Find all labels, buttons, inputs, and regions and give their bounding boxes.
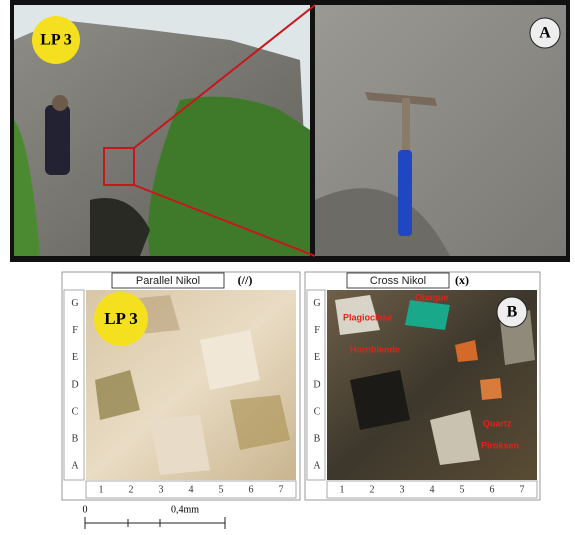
row-label: C [72, 406, 79, 417]
row-label: E [72, 352, 78, 363]
zoom-line [133, 184, 316, 257]
mineral-label: Hornblende [350, 344, 400, 354]
badge [32, 16, 80, 64]
row-label: D [71, 379, 78, 390]
badge-text: LP 3 [40, 32, 72, 49]
section-title: Cross Nikol [370, 275, 426, 287]
col-label: 3 [400, 484, 405, 495]
col-label: 3 [159, 484, 164, 495]
row-label: B [314, 434, 321, 445]
col-label: 6 [249, 484, 254, 495]
panel-label [529, 17, 561, 49]
row-label: C [314, 406, 321, 417]
section-symbol: (//) [238, 273, 253, 287]
zoom-line [133, 4, 316, 149]
row-label-column [63, 289, 85, 481]
row-label: F [72, 325, 78, 336]
scale-label: 0,4mm [171, 504, 199, 515]
row-label: E [314, 352, 320, 363]
col-label: 1 [99, 484, 104, 495]
hammer-photo [315, 5, 566, 256]
col-label-row [85, 480, 297, 499]
title-box [346, 272, 450, 289]
row-label: F [314, 325, 320, 336]
row-label: B [72, 434, 79, 445]
panel-label-text: B [507, 304, 518, 321]
mineral-label: Opaque [415, 292, 449, 302]
col-label: 4 [189, 484, 194, 495]
col-label: 4 [430, 484, 435, 495]
col-label: 7 [279, 484, 284, 495]
col-label: 6 [490, 484, 495, 495]
section-symbol: (x) [455, 273, 469, 287]
col-label: 2 [129, 484, 134, 495]
panel-label [496, 296, 528, 328]
col-label: 1 [340, 484, 345, 495]
row-label: G [313, 298, 320, 309]
row-label: A [71, 461, 79, 472]
badge-text: LP 3 [104, 309, 138, 328]
row-label: G [71, 298, 78, 309]
col-label: 2 [370, 484, 375, 495]
row-label: A [313, 461, 321, 472]
col-label: 5 [219, 484, 224, 495]
row-label: D [313, 379, 320, 390]
col-label: 7 [520, 484, 525, 495]
col-label-row [326, 480, 538, 499]
title-box [111, 272, 225, 289]
row-label-column [306, 289, 326, 481]
mineral-label: Plagioclase [343, 312, 393, 322]
panel-label-text: A [539, 25, 551, 42]
mineral-label: Quartz [483, 418, 512, 428]
section-title: Parallel Nikol [136, 275, 200, 287]
scale-label: 0 [83, 504, 88, 515]
col-label: 5 [460, 484, 465, 495]
badge [94, 292, 148, 346]
mineral-label: Piroksen [481, 440, 519, 450]
